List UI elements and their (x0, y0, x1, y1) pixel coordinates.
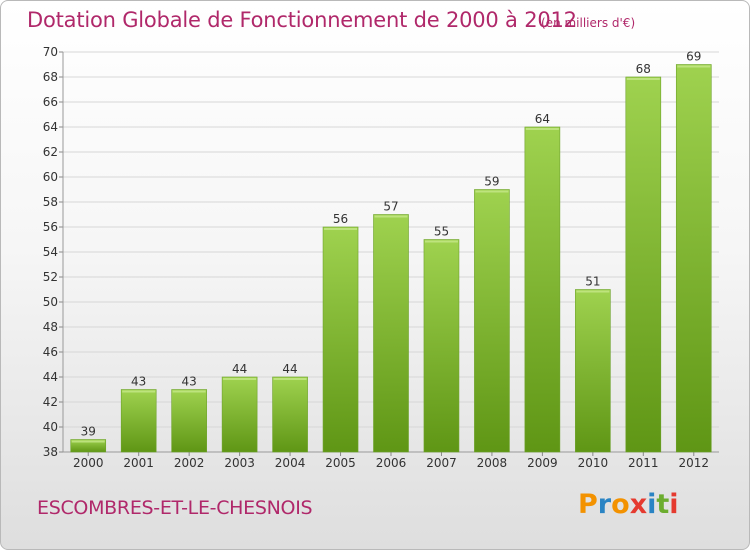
x-tick-label: 2003 (224, 456, 255, 470)
bar-highlight (223, 378, 257, 380)
y-tick-label: 50 (43, 295, 58, 309)
data-label: 55 (434, 225, 449, 239)
x-tick-label: 2001 (123, 456, 154, 470)
bar (70, 439, 107, 453)
y-tick-label: 60 (43, 170, 58, 184)
logo-letter: r (597, 489, 612, 520)
x-tick-label: 2009 (527, 456, 558, 470)
data-label: 44 (282, 362, 297, 376)
logo-letter: i (669, 489, 679, 520)
y-tick-label: 48 (43, 320, 58, 334)
bar (625, 76, 662, 453)
chart-units: (en milliers d'€) (541, 16, 636, 30)
data-label: 44 (232, 362, 247, 376)
bar-highlight (626, 78, 660, 80)
bar (322, 226, 359, 453)
bar-highlight (374, 215, 408, 218)
y-tick-label: 58 (43, 195, 58, 209)
bar (423, 239, 460, 453)
labels: 38 40 42 44 46 48 50 52 54 56 58 60 62 64 66 68 70 39 2000… (43, 45, 709, 470)
chart-title: Dotation Globale de Fonctionnement de 20… (27, 8, 577, 32)
bar (221, 376, 258, 453)
y-tick-label: 68 (43, 70, 58, 84)
y-tick-label: 42 (43, 395, 58, 409)
y-tick-label: 52 (43, 270, 58, 284)
x-tick-label: 2011 (628, 456, 659, 470)
data-label: 43 (182, 375, 197, 389)
logo-letter: o (611, 489, 630, 520)
x-tick-label: 2006 (376, 456, 407, 470)
data-label: 59 (484, 175, 499, 189)
bar-highlight (71, 440, 105, 443)
data-label: 68 (636, 62, 651, 76)
bar (272, 376, 308, 453)
bar-highlight (525, 128, 559, 130)
y-tick-label: 44 (43, 370, 58, 384)
data-label: 51 (585, 275, 600, 289)
bar (120, 389, 157, 453)
y-tick-label: 64 (43, 120, 58, 134)
y-tick-label: 62 (43, 145, 58, 159)
logo-letter: x (629, 489, 648, 520)
logo-letter: i (647, 489, 657, 520)
data-label: 64 (535, 112, 550, 126)
bar (171, 389, 207, 453)
logo-letter: t (656, 489, 670, 520)
bar-highlight (122, 390, 156, 393)
y-tick-label: 70 (43, 45, 58, 59)
x-tick-label: 2002 (174, 456, 205, 470)
y-tick-label: 40 (43, 420, 58, 434)
logo-letter: P (578, 489, 598, 520)
commune-name: ESCOMBRES-ET-LE-CHESNOIS (37, 497, 313, 519)
x-tick-label: 2008 (477, 456, 508, 470)
bars (70, 64, 712, 453)
x-tick-label: 2010 (578, 456, 609, 470)
y-tick-label: 66 (43, 95, 58, 109)
bar-highlight (273, 378, 307, 380)
data-label: 56 (333, 212, 348, 226)
proxiti-logo: Proxiti (578, 489, 679, 520)
bar (474, 189, 510, 453)
data-label: 69 (686, 50, 701, 64)
x-tick-label: 2004 (275, 456, 306, 470)
bar-highlight (172, 390, 206, 393)
y-tick-label: 56 (43, 220, 58, 234)
y-tick-label: 46 (43, 345, 58, 359)
bar (575, 289, 611, 453)
bar (675, 64, 712, 453)
y-tick-label: 54 (43, 245, 58, 259)
x-tick-label: 2012 (678, 456, 709, 470)
x-tick-label: 2007 (426, 456, 457, 470)
x-tick-label: 2005 (325, 456, 356, 470)
bar-highlight (424, 240, 458, 243)
data-label: 57 (383, 200, 398, 214)
x-tick-label: 2000 (73, 456, 104, 470)
y-tick-label: 38 (43, 445, 58, 459)
bar-highlight (576, 290, 610, 293)
bar (524, 126, 561, 453)
bar (373, 214, 409, 453)
bar-highlight (677, 65, 711, 68)
data-label: 39 (81, 425, 96, 439)
data-label: 43 (131, 375, 146, 389)
bar-highlight (324, 228, 358, 230)
bar-highlight (475, 190, 509, 193)
